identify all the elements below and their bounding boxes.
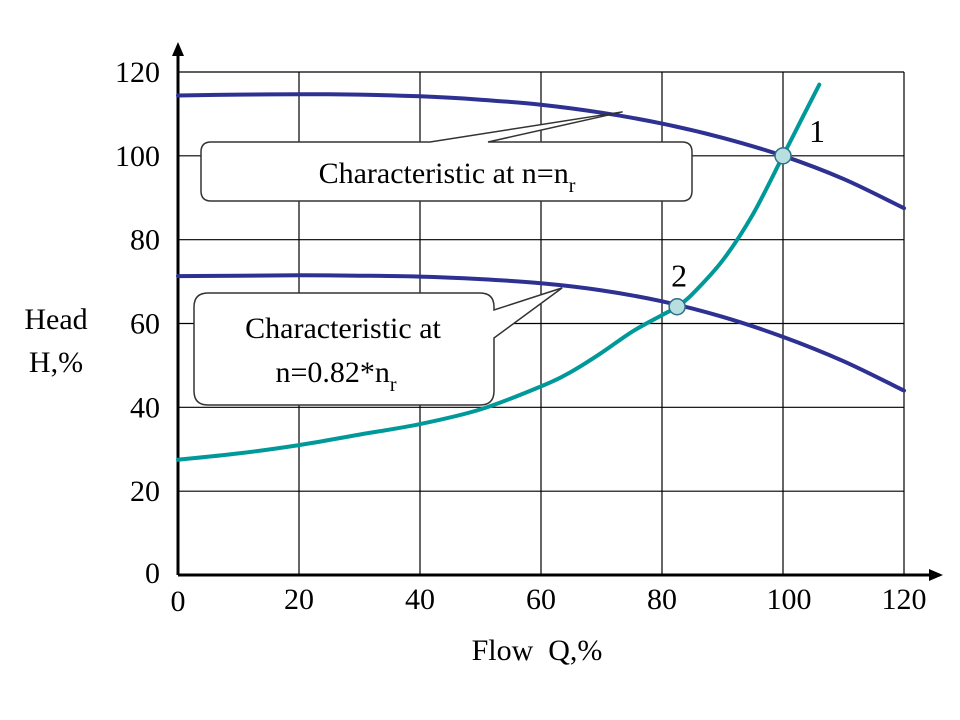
x-tick-label: 80: [647, 583, 677, 616]
callout-nr-box: [200, 111, 693, 202]
curve-characteristic-n082: [176, 273, 906, 393]
x-tick-label: 120: [882, 583, 927, 616]
operating-point-2: [668, 297, 686, 316]
y-tick-label: 80: [130, 224, 160, 257]
tick-labels: 0 20 40 60 80 100 120 0 20 40 60 80 100 120: [115, 56, 927, 618]
callout-n082-line1: Characteristic at: [245, 312, 441, 345]
y-tick-label: 120: [115, 56, 160, 89]
y-axis-arrow-icon: [172, 42, 184, 56]
x-tick-label: 100: [767, 583, 812, 616]
y-tick-label: 60: [130, 308, 160, 341]
operating-point-label: 1: [809, 113, 825, 149]
operating-points: 12: [668, 113, 825, 316]
callout-nr-text: Characteristic at n=nr: [319, 157, 576, 197]
callout-n082-line2: n=0.82*nr: [275, 356, 396, 396]
operating-point-1: [774, 147, 792, 165]
x-tick-label: 20: [284, 583, 314, 616]
curve-system: [176, 82, 822, 462]
y-tick-label: 100: [115, 140, 160, 173]
x-tick-label: 60: [526, 583, 556, 616]
y-tick-label: 40: [130, 391, 160, 424]
operating-point-label: 2: [671, 258, 687, 294]
x-tick-label: 40: [405, 583, 435, 616]
y-axis-title-line1: Head: [24, 303, 87, 336]
x-tick-label: 0: [171, 585, 186, 618]
callout-n082-box: [193, 287, 563, 406]
y-tick-label: 0: [145, 557, 160, 590]
x-axis-title: Flow Q,%: [472, 634, 603, 667]
axes: [172, 42, 943, 581]
callout-nr: Characteristic at n=nr: [200, 111, 693, 202]
callout-n082: Characteristic at n=0.82*nr: [193, 287, 563, 406]
y-tick-label: 20: [130, 475, 160, 508]
y-axis-title-line2: H,%: [29, 346, 83, 379]
x-axis-arrow-icon: [929, 569, 943, 581]
